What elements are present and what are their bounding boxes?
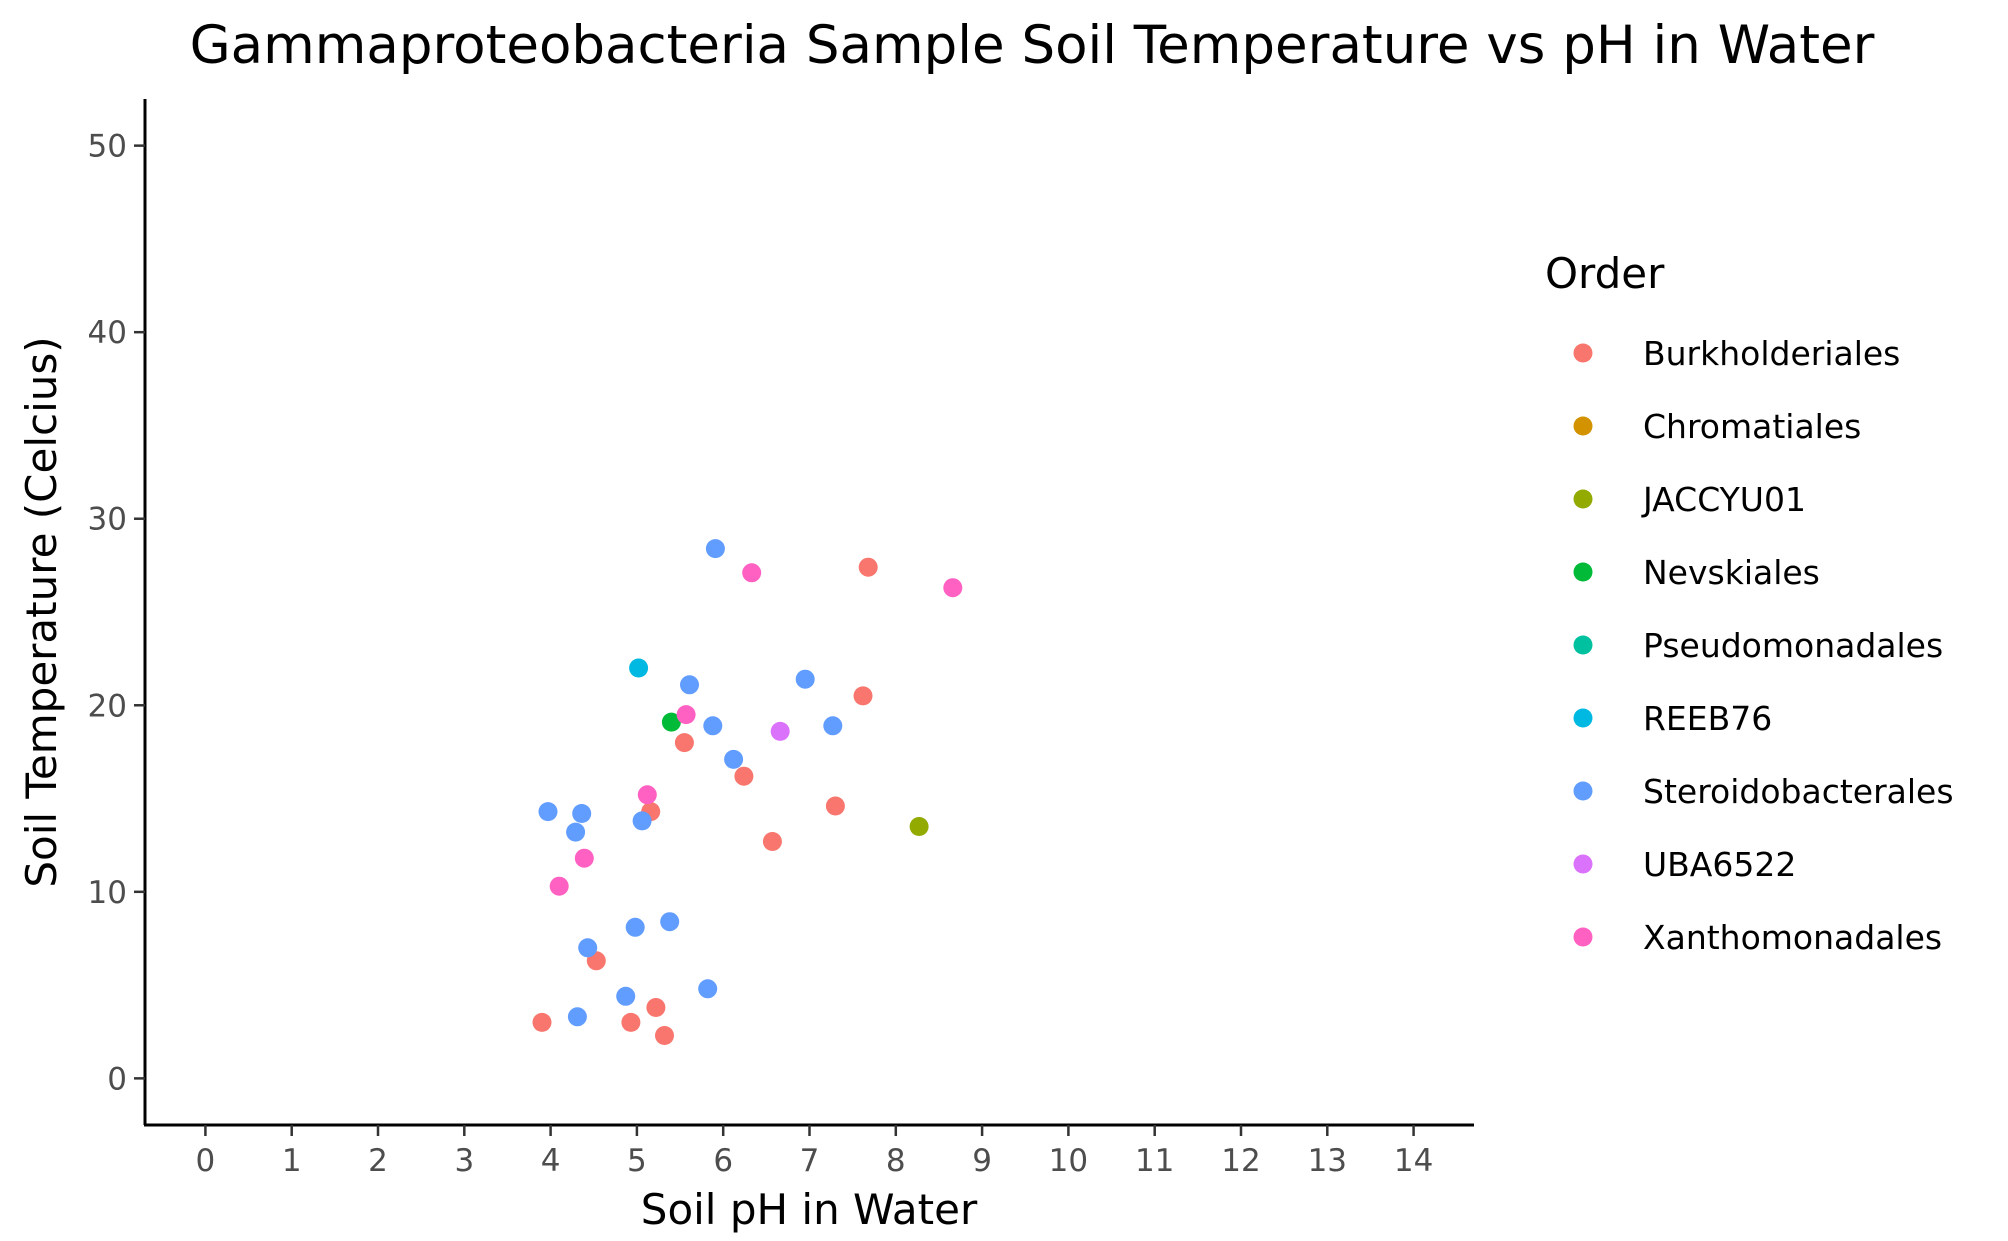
legend-key xyxy=(1573,489,1593,509)
data-point-burkholderiales xyxy=(825,796,845,816)
x-tick-label: 4 xyxy=(541,1143,561,1179)
legend-item-chromatiales: Chromatiales xyxy=(1573,407,1861,446)
data-point-burkholderiales xyxy=(853,686,873,706)
legend: Order Burkholderiales Chromatiales JACCYU0… xyxy=(1545,249,1954,957)
data-point-steroidobacterales xyxy=(625,917,645,937)
legend-label: Chromatiales xyxy=(1643,407,1861,446)
x-tick-label: 9 xyxy=(972,1143,992,1179)
data-point-steroidobacterales xyxy=(616,986,636,1006)
data-point-burkholderiales xyxy=(646,998,666,1017)
legend-key xyxy=(1573,562,1593,582)
legend-item-xanthomonadales: Xanthomonadales xyxy=(1573,918,1942,957)
chart-title: Gammaproteobacteria Sample Soil Temperat… xyxy=(190,15,1875,76)
legend-label: Steroidobacterales xyxy=(1643,772,1954,811)
data-point-steroidobacterales xyxy=(572,804,592,823)
data-point-steroidobacterales xyxy=(724,749,744,769)
legend-label: Burkholderiales xyxy=(1643,334,1900,373)
x-tick-label: 3 xyxy=(454,1143,474,1179)
data-point-xanthomonadales xyxy=(742,563,762,583)
legend-label: REEB76 xyxy=(1643,699,1772,738)
data-point-burkholderiales xyxy=(655,1026,674,1045)
legend-key xyxy=(1573,635,1593,655)
legend-item-steroidobacterales: Steroidobacterales xyxy=(1573,772,1954,811)
legend-key xyxy=(1573,416,1593,436)
data-point-burkholderiales xyxy=(734,766,754,786)
y-axis-ticks: 0 10 20 30 40 50 xyxy=(88,129,145,1097)
x-axis-ticks: 0 1 2 3 4 5 6 7 8 9 10 11 12 13 14 xyxy=(196,1125,1433,1179)
x-tick-label: 5 xyxy=(627,1143,647,1179)
data-point-reeb76 xyxy=(629,658,649,678)
data-point-steroidobacterales xyxy=(538,802,558,822)
data-point-xanthomonadales xyxy=(549,876,569,896)
data-point-burkholderiales xyxy=(858,557,878,577)
data-points xyxy=(532,539,963,1045)
data-point-steroidobacterales xyxy=(698,979,718,999)
legend-key xyxy=(1573,781,1593,801)
legend-item-pseudomonadales: Pseudomonadales xyxy=(1573,626,1943,665)
legend-title: Order xyxy=(1545,249,1665,298)
legend-key xyxy=(1573,343,1593,363)
data-point-steroidobacterales xyxy=(578,938,598,958)
data-point-steroidobacterales xyxy=(660,912,680,932)
data-point-steroidobacterales xyxy=(795,669,815,689)
x-tick-label: 0 xyxy=(196,1143,216,1179)
data-point-burkholderiales xyxy=(532,1012,552,1032)
legend-key xyxy=(1573,927,1593,947)
legend-key xyxy=(1573,708,1593,728)
legend-label: Nevskiales xyxy=(1643,553,1820,592)
x-tick-label: 11 xyxy=(1135,1143,1174,1179)
data-point-steroidobacterales xyxy=(680,675,699,695)
data-point-burkholderiales xyxy=(621,1012,641,1032)
y-axis-title: Soil Temperature (Celcius) xyxy=(17,336,66,887)
y-tick-label: 50 xyxy=(88,129,127,165)
data-point-jaccyu01 xyxy=(909,817,929,836)
data-point-uba6522 xyxy=(770,721,790,741)
y-tick-label: 0 xyxy=(107,1061,127,1097)
y-tick-label: 10 xyxy=(88,875,127,911)
data-point-burkholderiales xyxy=(674,733,694,753)
legend-item-burkholderiales: Burkholderiales xyxy=(1573,334,1900,373)
legend-item-nevskiales: Nevskiales xyxy=(1573,553,1820,592)
data-point-steroidobacterales xyxy=(823,716,843,736)
x-tick-label: 6 xyxy=(713,1143,733,1179)
x-tick-label: 14 xyxy=(1394,1143,1433,1179)
legend-label: JACCYU01 xyxy=(1641,480,1806,519)
data-point-xanthomonadales xyxy=(637,785,657,805)
legend-key xyxy=(1573,854,1593,874)
legend-label: Xanthomonadales xyxy=(1643,918,1942,957)
x-tick-label: 8 xyxy=(886,1143,906,1179)
data-point-burkholderiales xyxy=(762,832,782,851)
x-tick-label: 13 xyxy=(1308,1143,1347,1179)
data-point-xanthomonadales xyxy=(574,848,594,868)
x-tick-label: 7 xyxy=(800,1143,820,1179)
x-tick-label: 2 xyxy=(368,1143,388,1179)
data-point-steroidobacterales xyxy=(566,822,586,842)
data-point-steroidobacterales xyxy=(567,1007,587,1027)
legend-label: Pseudomonadales xyxy=(1643,626,1943,665)
data-point-xanthomonadales xyxy=(676,705,696,725)
y-tick-label: 30 xyxy=(88,502,127,538)
legend-item-reeb76: REEB76 xyxy=(1573,699,1772,738)
data-point-steroidobacterales xyxy=(632,811,652,831)
x-axis-title: Soil pH in Water xyxy=(641,1185,978,1234)
data-point-nevskiales xyxy=(661,712,681,732)
y-tick-label: 40 xyxy=(88,315,127,351)
data-point-steroidobacterales xyxy=(705,539,725,559)
y-tick-label: 20 xyxy=(88,688,127,724)
legend-item-uba6522: UBA6522 xyxy=(1573,845,1796,884)
data-point-xanthomonadales xyxy=(943,578,963,598)
legend-items: Burkholderiales Chromatiales JACCYU01 Nevsk… xyxy=(1573,334,1954,957)
legend-item-jaccyu01: JACCYU01 xyxy=(1573,480,1806,519)
x-tick-label: 10 xyxy=(1049,1143,1088,1179)
x-tick-label: 1 xyxy=(282,1143,302,1179)
data-point-steroidobacterales xyxy=(703,716,723,736)
x-tick-label: 12 xyxy=(1221,1143,1260,1179)
legend-label: UBA6522 xyxy=(1643,845,1796,884)
